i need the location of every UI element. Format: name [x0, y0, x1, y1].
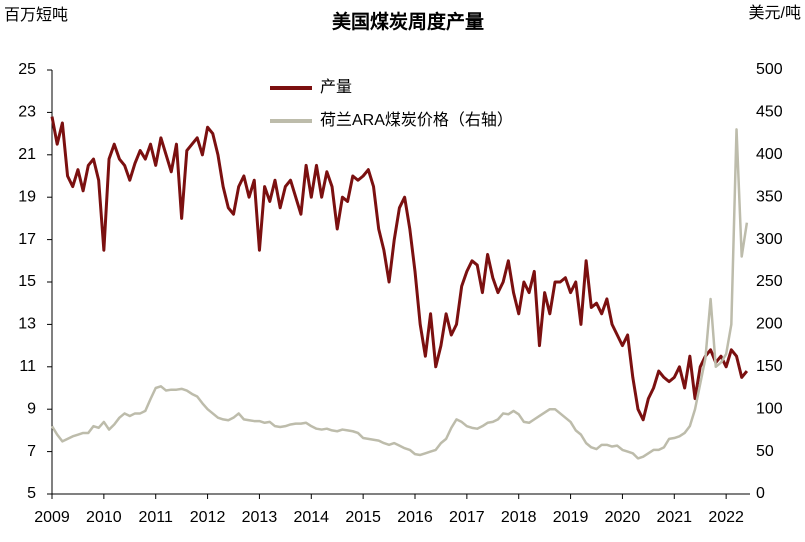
x-tick-label: 2016	[397, 509, 433, 526]
x-tick-label: 2020	[605, 509, 641, 526]
y-tick-label: 19	[18, 188, 36, 205]
legend-label: 荷兰ARA煤炭价格（右轴）	[320, 111, 513, 129]
x-tick-label: 2012	[190, 509, 226, 526]
y2-tick-label: 300	[756, 231, 783, 248]
y-axis-label: 百万短吨	[4, 6, 68, 24]
y-tick-label: 17	[18, 231, 36, 248]
x-tick-label: 2013	[242, 509, 278, 526]
y-tick-label: 13	[18, 316, 36, 333]
legend-label: 产量	[320, 78, 352, 96]
y2-tick-label: 500	[756, 61, 783, 78]
y2-tick-label: 0	[756, 485, 765, 502]
x-tick-label: 2015	[345, 509, 381, 526]
series-line	[50, 116, 749, 422]
x-tick-label: 2014	[293, 509, 329, 526]
series-line	[50, 128, 749, 460]
x-tick-label: 2022	[708, 509, 744, 526]
y-tick-label: 7	[27, 443, 36, 460]
y2-tick-label: 200	[756, 316, 783, 333]
y2-tick-label: 400	[756, 146, 783, 163]
y-tick-label: 9	[27, 400, 36, 417]
y2-tick-label: 350	[756, 188, 783, 205]
y-tick-label: 5	[27, 485, 36, 502]
y-tick-label: 25	[18, 61, 36, 78]
x-tick-label: 2019	[553, 509, 589, 526]
x-tick-label: 2011	[139, 509, 174, 526]
y2-axis-label: 美元/吨	[749, 4, 801, 22]
x-tick-label: 2017	[449, 509, 485, 526]
y2-tick-label: 150	[756, 358, 783, 375]
y2-tick-label: 50	[756, 443, 774, 460]
y-tick-label: 23	[18, 104, 36, 121]
y-tick-label: 11	[19, 358, 36, 375]
x-tick-label: 2010	[86, 509, 122, 526]
chart-title: 美国煤炭周度产量	[332, 10, 484, 33]
x-tick-label: 2021	[656, 509, 692, 526]
y2-tick-label: 450	[756, 104, 783, 121]
y-tick-label: 21	[18, 146, 36, 163]
y2-tick-label: 100	[756, 400, 783, 417]
y-tick-label: 15	[18, 273, 36, 290]
x-tick-label: 2009	[34, 509, 70, 526]
y2-tick-label: 250	[756, 273, 783, 290]
x-tick-label: 2018	[501, 509, 537, 526]
